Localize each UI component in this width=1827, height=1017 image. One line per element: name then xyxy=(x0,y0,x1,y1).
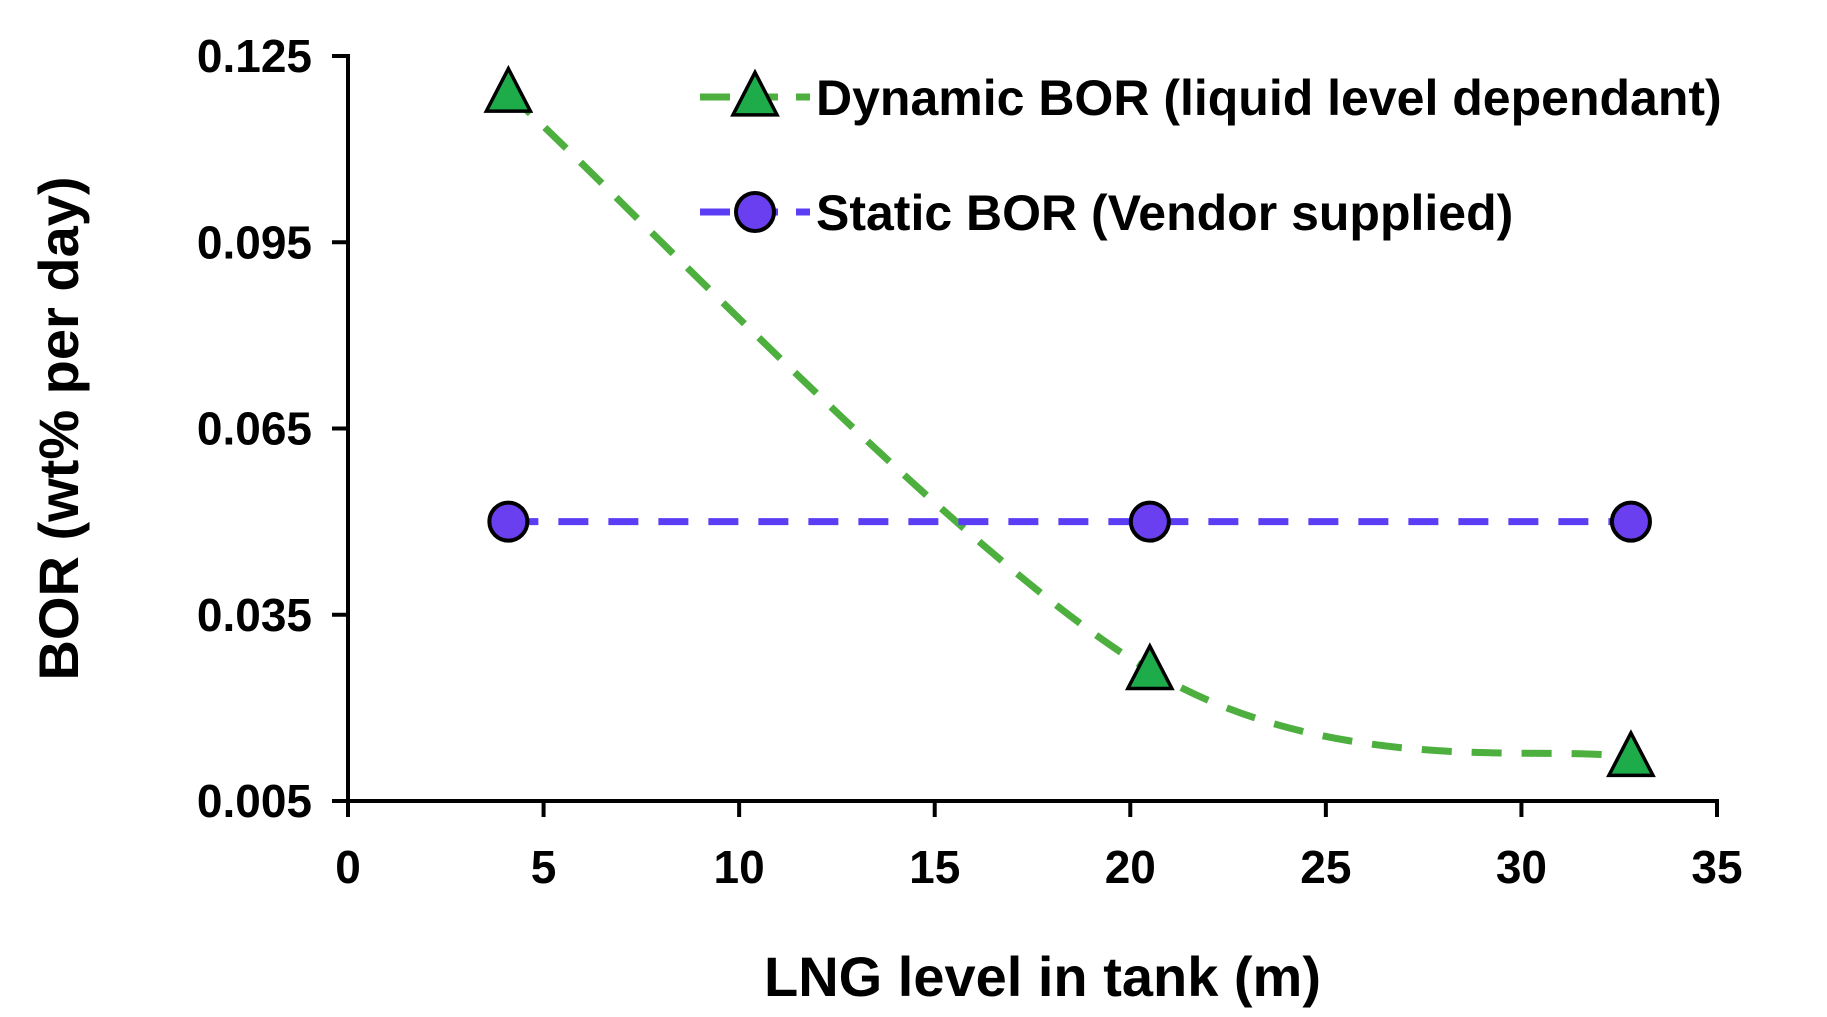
x-tick-label: 15 xyxy=(909,841,960,893)
x-tick-label: 5 xyxy=(531,841,557,893)
axis-titles: LNG level in tank (m) BOR (wt% per day) xyxy=(27,176,1321,1008)
x-tick-label: 25 xyxy=(1300,841,1351,893)
x-tick-label: 35 xyxy=(1691,841,1742,893)
series-line-dynamic-bor xyxy=(506,90,1632,761)
static-bor-point xyxy=(487,500,530,543)
legend: Dynamic BOR (liquid level dependant) Stat… xyxy=(700,68,1722,241)
y-tick-label: 0.005 xyxy=(197,775,312,827)
legend-label-dynamic-bor: Dynamic BOR (liquid level dependant) xyxy=(816,70,1722,126)
dynamic-bor-point xyxy=(1124,642,1175,691)
legend-marker-static-bor xyxy=(734,191,776,233)
legend-label-static-bor: Static BOR (Vendor supplied) xyxy=(816,185,1513,241)
static-bor-point xyxy=(1128,500,1171,543)
ticks: 0 5 10 15 20 25 30 35 0.005 0.035 0.065 0.095 0.125 xyxy=(197,30,1743,893)
x-tick-label: 20 xyxy=(1105,841,1156,893)
x-tick-label: 0 xyxy=(335,841,361,893)
x-tick-label: 10 xyxy=(714,841,765,893)
x-axis-title: LNG level in tank (m) xyxy=(764,945,1321,1008)
y-tick-label: 0.095 xyxy=(197,216,312,268)
x-tick-label: 30 xyxy=(1496,841,1547,893)
y-tick-label: 0.125 xyxy=(197,30,312,82)
y-axis-title: BOR (wt% per day) xyxy=(27,176,90,680)
dynamic-bor-point xyxy=(483,64,534,113)
dynamic-bor-point xyxy=(1606,729,1656,778)
series-markers xyxy=(483,64,1656,778)
static-bor-point xyxy=(1609,500,1652,543)
axes xyxy=(346,54,1719,803)
legend-marker-dynamic-bor xyxy=(730,68,780,117)
series-lines xyxy=(506,90,1632,761)
y-tick-label: 0.035 xyxy=(197,589,312,641)
y-tick-label: 0.065 xyxy=(197,403,312,455)
